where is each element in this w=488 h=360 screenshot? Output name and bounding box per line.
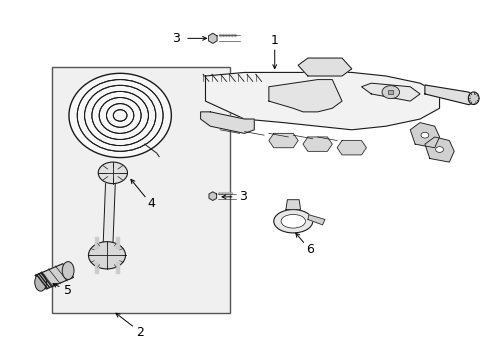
Polygon shape	[224, 193, 226, 195]
Polygon shape	[424, 137, 453, 162]
Text: 5: 5	[64, 284, 72, 297]
Polygon shape	[116, 262, 119, 273]
Circle shape	[435, 147, 443, 152]
Polygon shape	[233, 35, 236, 37]
Polygon shape	[222, 35, 224, 37]
Bar	[387, 90, 392, 94]
Ellipse shape	[35, 273, 46, 291]
Text: 4: 4	[146, 197, 155, 210]
Polygon shape	[218, 193, 221, 195]
Ellipse shape	[281, 215, 305, 228]
Polygon shape	[95, 237, 98, 248]
Polygon shape	[35, 264, 73, 289]
Polygon shape	[307, 215, 325, 225]
Ellipse shape	[273, 210, 312, 233]
Circle shape	[98, 162, 127, 184]
Polygon shape	[303, 137, 331, 151]
Circle shape	[420, 132, 428, 138]
Polygon shape	[298, 58, 351, 76]
Polygon shape	[226, 193, 229, 195]
Polygon shape	[285, 200, 300, 210]
Polygon shape	[116, 237, 119, 248]
Circle shape	[88, 242, 125, 269]
Polygon shape	[230, 35, 233, 37]
Polygon shape	[221, 193, 224, 195]
Polygon shape	[409, 123, 439, 148]
Polygon shape	[361, 83, 419, 101]
Polygon shape	[208, 33, 217, 43]
Bar	[52, 67, 229, 313]
Polygon shape	[208, 192, 216, 201]
Ellipse shape	[62, 262, 74, 279]
Text: 6: 6	[306, 243, 314, 256]
Polygon shape	[103, 184, 115, 246]
Ellipse shape	[69, 73, 171, 158]
Polygon shape	[219, 35, 222, 37]
Text: 3: 3	[239, 190, 246, 203]
Polygon shape	[336, 140, 366, 155]
Polygon shape	[229, 193, 232, 195]
Polygon shape	[224, 35, 227, 37]
Polygon shape	[424, 85, 478, 105]
Polygon shape	[268, 134, 298, 148]
Ellipse shape	[468, 92, 478, 104]
Text: 1: 1	[270, 34, 278, 48]
Text: 3: 3	[172, 32, 180, 45]
Polygon shape	[227, 35, 230, 37]
Polygon shape	[268, 80, 341, 112]
Text: 2: 2	[136, 326, 143, 339]
Polygon shape	[205, 72, 439, 130]
Polygon shape	[95, 262, 98, 273]
Polygon shape	[200, 112, 254, 134]
Circle shape	[381, 86, 399, 99]
